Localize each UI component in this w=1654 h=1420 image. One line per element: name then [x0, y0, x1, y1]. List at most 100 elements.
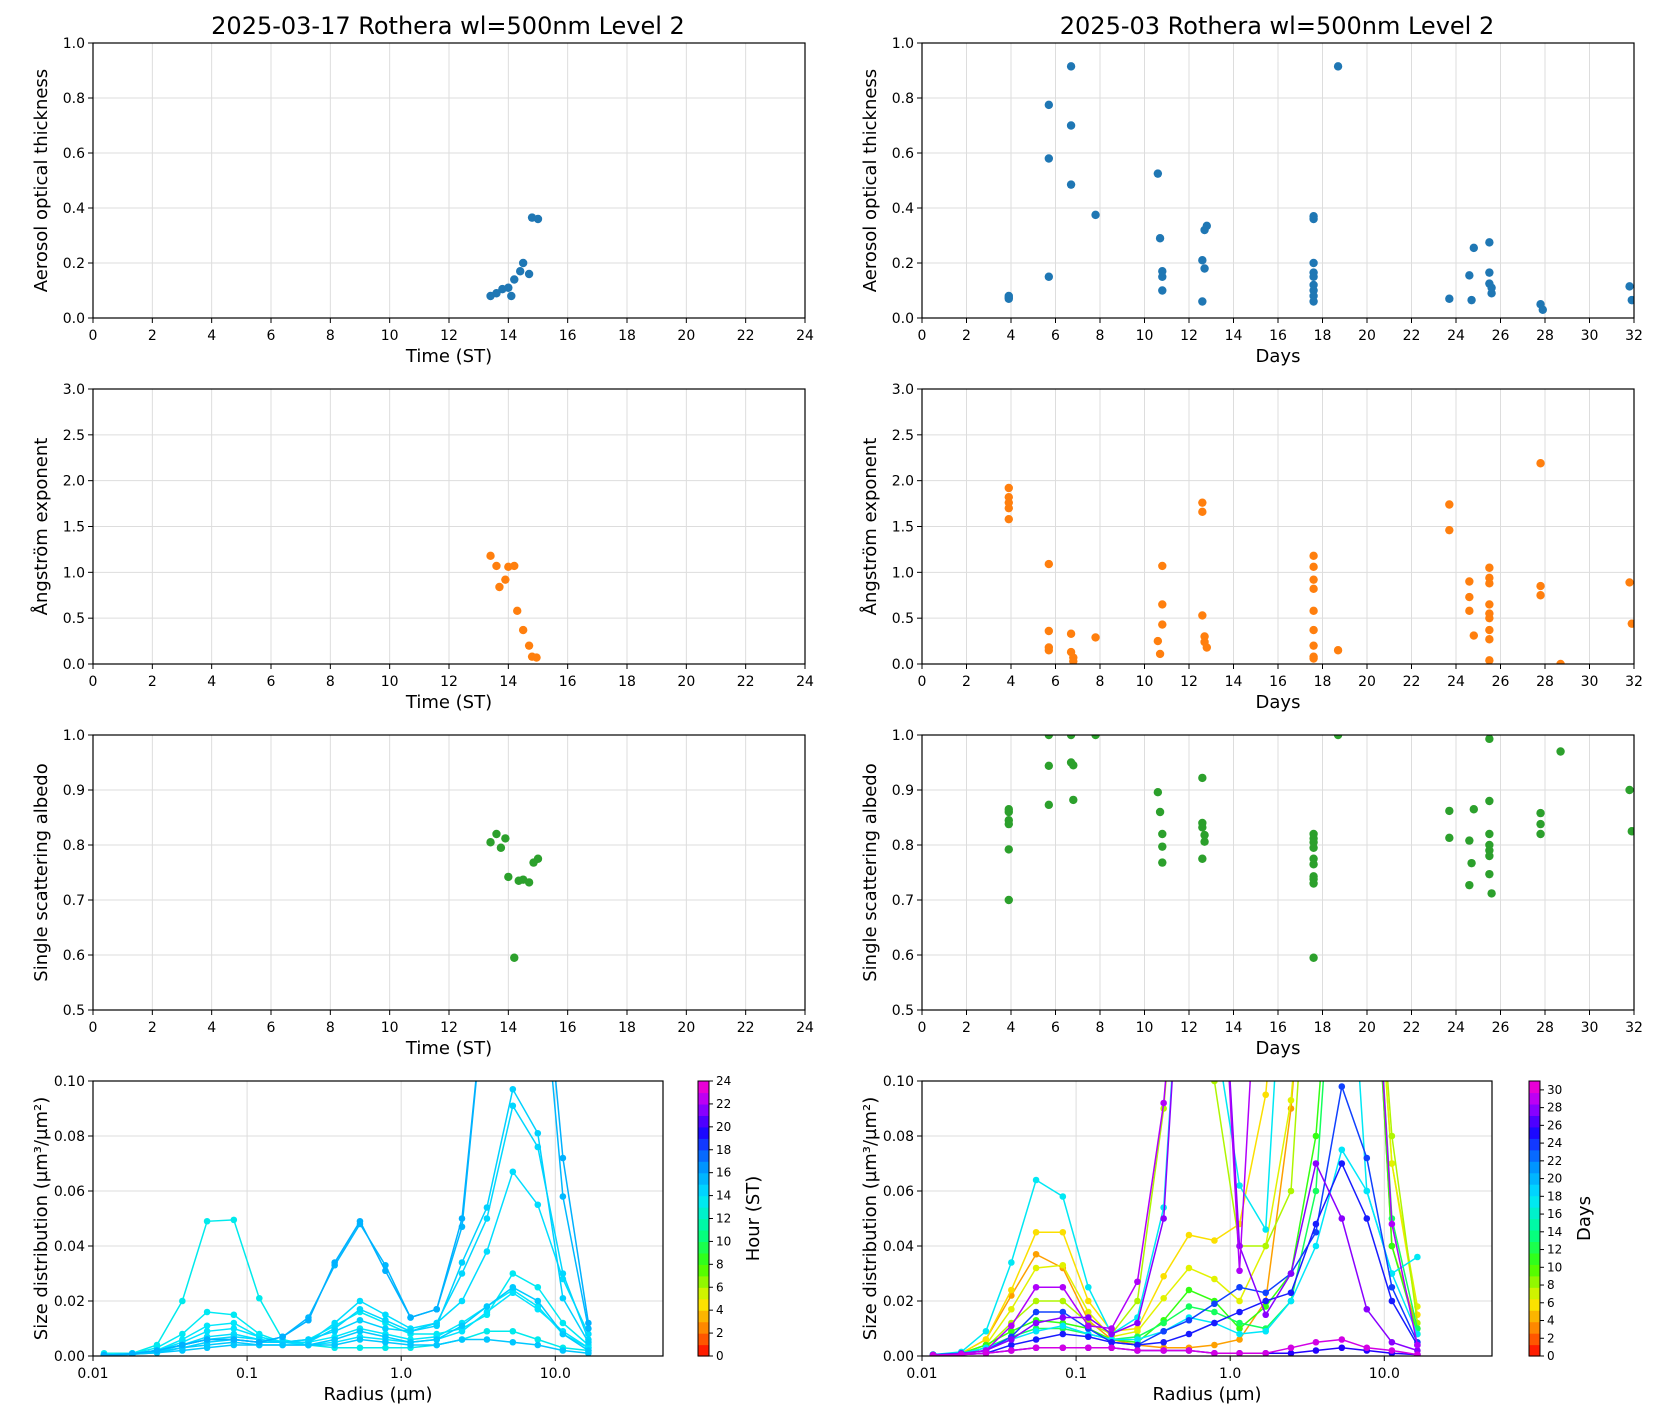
- colorbar-tick-label: 12: [1547, 1243, 1562, 1257]
- x-tick-label: 0: [918, 674, 927, 690]
- data-point: [1309, 212, 1318, 221]
- data-point: [1198, 498, 1207, 507]
- x-tick-label: 24: [796, 674, 814, 690]
- x-tick-label: 0: [918, 1020, 927, 1036]
- data-point: [1556, 747, 1565, 756]
- x-tick-label: 24: [1447, 674, 1465, 690]
- series-point: [1059, 1314, 1067, 1321]
- series-point: [1236, 1182, 1243, 1189]
- series-point: [483, 1204, 491, 1211]
- colorbar-segment: [1529, 1195, 1540, 1208]
- data-point: [1091, 210, 1100, 220]
- series-point: [982, 1349, 990, 1356]
- series-point: [179, 1341, 186, 1349]
- chart-monthly_aod: 0 2 4 6 8 10 12 14 16 18 20 22 24 26 28 30 320.00.20.40.…: [860, 36, 1643, 367]
- series-point: [1134, 1278, 1141, 1286]
- data-point: [1158, 829, 1167, 839]
- series-point: [1134, 1341, 1141, 1349]
- series-point: [458, 1327, 466, 1335]
- x-axis-label: Time (ST): [405, 346, 492, 367]
- data-point: [1153, 169, 1163, 178]
- colorbar-tick-label: 22: [716, 1097, 731, 1111]
- y-tick-label: 0.6: [63, 948, 85, 964]
- data-point: [492, 829, 501, 839]
- series-point: [1339, 803, 1346, 810]
- x-tick-label: 16: [1269, 674, 1287, 690]
- data-point: [1465, 592, 1474, 602]
- data-point: [1465, 606, 1474, 616]
- series-point: [1008, 1305, 1015, 1313]
- data-point: [1465, 836, 1474, 845]
- series-point: [559, 1270, 567, 1277]
- x-tick-label: 18: [618, 328, 636, 344]
- series-point: [1339, 803, 1346, 810]
- x-axis-label: Days: [1256, 1038, 1301, 1059]
- data-point: [1066, 180, 1076, 189]
- series-point: [153, 1347, 161, 1354]
- data-point: [1044, 100, 1054, 110]
- y-tick-label: 0.02: [54, 1294, 85, 1310]
- series-point: [1008, 1347, 1015, 1354]
- x-tick-label: 18: [1314, 328, 1332, 344]
- series-point: [1008, 1322, 1015, 1330]
- series-point: [1236, 1283, 1243, 1291]
- data-point: [510, 275, 519, 284]
- series-point: [1160, 1272, 1167, 1280]
- data-point: [1445, 294, 1454, 303]
- series-point: [1338, 1146, 1346, 1154]
- data-point: [1004, 807, 1013, 817]
- series-point: [559, 1347, 567, 1354]
- x-tick-label: 14: [1225, 674, 1243, 690]
- series-point: [1185, 1316, 1193, 1324]
- x-tick-label: 30: [1581, 1020, 1599, 1036]
- chart-daily_ssa: 0 2 4 6 8 10 12 14 16 18 20 22 240.50.60.70.80.91.0T…: [31, 728, 814, 1059]
- data-point: [1485, 829, 1494, 839]
- series-point: [1160, 1215, 1167, 1222]
- series-point: [534, 1336, 542, 1343]
- series-point: [1313, 803, 1320, 810]
- x-tick-label: 14: [499, 328, 517, 344]
- series-point: [1084, 1322, 1092, 1330]
- series-point: [1032, 1327, 1040, 1335]
- y-tick-label: 0.08: [54, 1129, 85, 1145]
- x-tick-label: 12: [1180, 674, 1198, 690]
- data-point: [1309, 641, 1318, 650]
- series-point: [1339, 803, 1346, 810]
- plot-area: [1004, 735, 1634, 962]
- series-point: [1414, 1341, 1421, 1349]
- data-point: [1333, 735, 1343, 740]
- series-point: [1313, 803, 1320, 810]
- y-tick-label: 0.06: [883, 1184, 914, 1200]
- data-point: [1485, 613, 1494, 623]
- series-point: [1032, 1176, 1040, 1184]
- data-point: [1309, 297, 1318, 306]
- series-point: [1338, 1344, 1346, 1352]
- data-point: [518, 258, 528, 268]
- series-point: [1338, 1083, 1346, 1090]
- series-point: [1084, 1297, 1092, 1305]
- x-tick-label: 16: [559, 674, 577, 690]
- colorbar-tick-label: 26: [1547, 1118, 1562, 1132]
- series-point: [1032, 1297, 1040, 1305]
- series-point: [1160, 1327, 1167, 1335]
- series-point: [433, 1341, 441, 1349]
- series-point: [203, 1336, 211, 1343]
- series-point: [1211, 1319, 1218, 1327]
- series-line: [104, 1286, 589, 1356]
- series-point: [1211, 1341, 1218, 1349]
- colorbar-segment: [698, 1115, 709, 1128]
- series-point: [458, 1297, 466, 1305]
- y-tick-label: 0.2: [892, 256, 914, 272]
- series-point: [382, 1338, 389, 1346]
- data-point: [1556, 659, 1565, 664]
- series-point: [1262, 1289, 1270, 1297]
- y-tick-label: 0.5: [63, 1003, 85, 1019]
- series-point: [559, 1330, 567, 1338]
- y-tick-label: 0.8: [892, 838, 914, 854]
- series-point: [458, 1259, 466, 1266]
- data-point: [533, 854, 543, 863]
- colorbar-segment: [698, 1298, 709, 1311]
- y-tick-label: 0.0: [63, 311, 85, 327]
- x-tick-label: 22: [1403, 674, 1421, 690]
- series-point: [382, 1316, 389, 1324]
